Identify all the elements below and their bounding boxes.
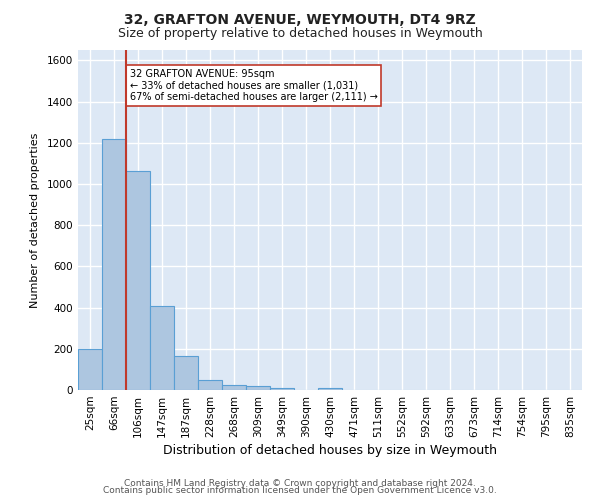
Bar bbox=[174, 356, 198, 390]
Bar bbox=[246, 386, 270, 390]
Bar bbox=[102, 138, 126, 390]
Text: Contains HM Land Registry data © Crown copyright and database right 2024.: Contains HM Land Registry data © Crown c… bbox=[124, 478, 476, 488]
X-axis label: Distribution of detached houses by size in Weymouth: Distribution of detached houses by size … bbox=[163, 444, 497, 457]
Bar bbox=[78, 349, 102, 390]
Bar bbox=[126, 170, 150, 390]
Bar bbox=[270, 388, 294, 390]
Text: Size of property relative to detached houses in Weymouth: Size of property relative to detached ho… bbox=[118, 28, 482, 40]
Text: 32 GRAFTON AVENUE: 95sqm
← 33% of detached houses are smaller (1,031)
67% of sem: 32 GRAFTON AVENUE: 95sqm ← 33% of detach… bbox=[130, 68, 377, 102]
Text: 32, GRAFTON AVENUE, WEYMOUTH, DT4 9RZ: 32, GRAFTON AVENUE, WEYMOUTH, DT4 9RZ bbox=[124, 12, 476, 26]
Bar bbox=[318, 388, 342, 390]
Bar bbox=[222, 386, 246, 390]
Bar bbox=[198, 380, 222, 390]
Bar bbox=[150, 306, 174, 390]
Text: Contains public sector information licensed under the Open Government Licence v3: Contains public sector information licen… bbox=[103, 486, 497, 495]
Y-axis label: Number of detached properties: Number of detached properties bbox=[30, 132, 40, 308]
